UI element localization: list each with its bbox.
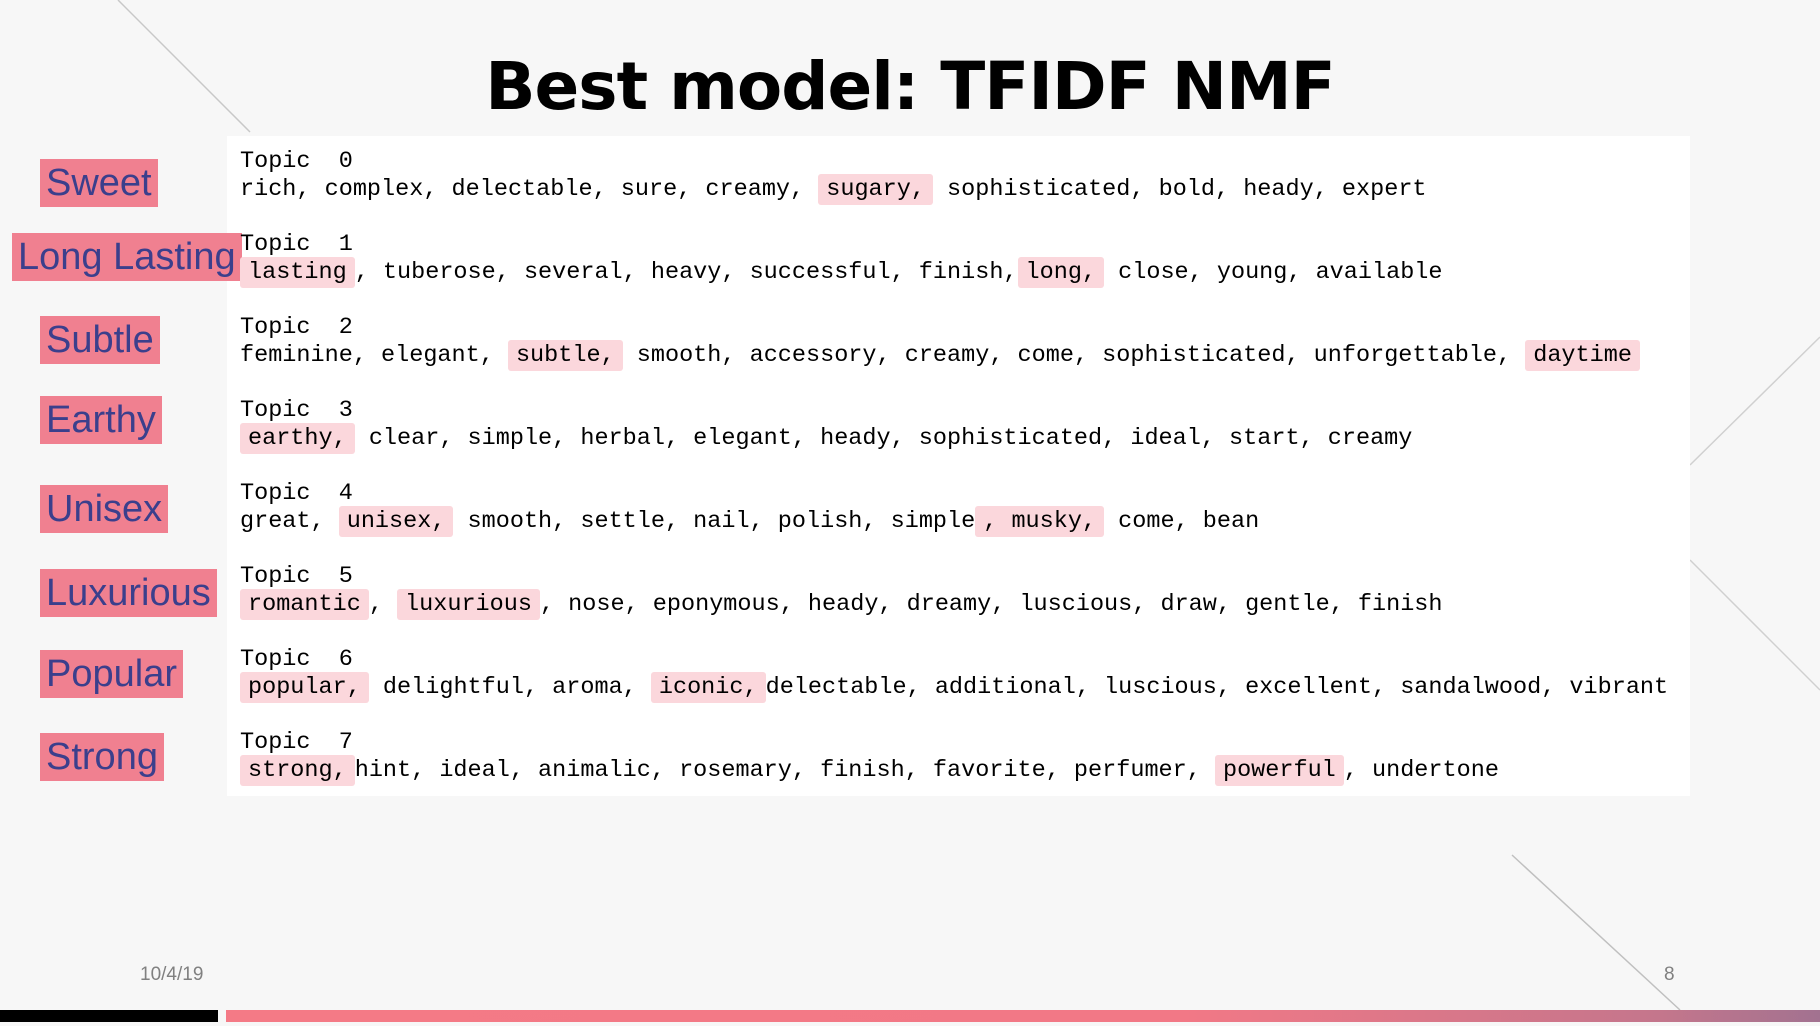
label-unisex: Unisex [40,485,169,533]
keyword-text: creamy, [705,176,819,203]
keyword-text: , undertone [1343,757,1499,784]
label-earthy: Earthy [40,396,162,444]
keyword-text: delectable, [451,176,621,203]
highlighted-keyword: iconic, [650,672,766,703]
label-subtle: Subtle [40,316,160,364]
keyword-text: , tuberose, several, heavy, successful, … [354,259,1018,286]
topic-words: feminine, elegant, subtle, smooth, acces… [240,340,1640,371]
topic-words: earthy, clear, simple, herbal, elegant, … [240,423,1413,454]
topic-block: Topic 5 romantic, luxurious, nose, epony… [240,563,1443,620]
slide-page-number: 8 [1664,964,1675,985]
keyword-text: , [368,591,398,618]
label-luxurious: Luxurious [40,569,217,617]
topic-header: Topic 7 [240,729,353,756]
label-long-lasting: Long Lasting [12,233,242,281]
highlighted-keyword: long, [1017,257,1105,288]
slide-title: Best model: TFIDF NMF [485,48,1336,125]
topic-panel [227,136,1690,796]
topic-words: great, unisex, smooth, settle, nail, pol… [240,506,1260,537]
keyword-text: clear, simple, herbal, elegant, heady, s… [354,425,1413,452]
highlighted-keyword: powerful [1214,755,1344,786]
topic-header: Topic 6 [240,646,353,673]
topic-header: Topic 3 [240,397,353,424]
topic-words: lasting, tuberose, several, heavy, succe… [240,257,1443,288]
topic-header: Topic 1 [240,231,353,258]
topic-header: Topic 2 [240,314,353,341]
keyword-text: come, bean [1104,508,1260,535]
highlighted-keyword: , musky, [975,506,1105,537]
keyword-text: smooth, accessory, creamy, come, sophist… [622,342,1526,369]
label-strong: Strong [40,733,164,781]
label-popular: Popular [40,650,183,698]
keyword-text: delectable, additional, luscious, excell… [765,674,1669,701]
topic-block: Topic 4 great, unisex, smooth, settle, n… [240,480,1260,537]
keyword-text: close, young, available [1104,259,1443,286]
topic-words: romantic, luxurious, nose, eponymous, he… [240,589,1443,620]
keyword-text: feminine, elegant, [240,342,508,369]
keyword-text: sure, [620,176,706,203]
keyword-text: delightful, aroma, [368,674,651,701]
topic-block: Topic 7 strong, hint, ideal, animalic, ro… [240,729,1499,786]
highlighted-keyword: daytime [1525,340,1640,371]
topic-header: Topic 0 [240,148,353,175]
keyword-text: great, [240,508,339,535]
highlighted-keyword: sugary, [818,174,933,205]
topic-block: Topic 0 rich, complex, delectable, sure,… [240,148,1427,205]
keyword-text: , nose, eponymous, heady, dreamy, luscio… [539,591,1443,618]
label-sweet: Sweet [40,159,158,207]
keyword-text: complex, [324,176,452,203]
topic-header: Topic 4 [240,480,353,507]
footer-bar-black [0,1010,218,1022]
keyword-text: rich, [240,176,325,203]
topic-words: strong, hint, ideal, animalic, rosemary, … [240,755,1499,786]
highlighted-keyword: subtle, [507,340,623,371]
topic-block: Topic 6 popular, delightful, aroma, icon… [240,646,1669,703]
highlighted-keyword: luxurious [397,589,540,620]
topic-block: Topic 3 earthy, clear, simple, herbal, e… [240,397,1413,454]
topic-words: popular, delightful, aroma, iconic, delec… [240,672,1669,703]
highlighted-keyword: earthy, [240,423,355,454]
highlighted-keyword: popular, [240,672,369,703]
keyword-text: hint, ideal, animalic, rosemary, finish,… [354,757,1215,784]
highlighted-keyword: unisex, [338,506,454,537]
keyword-text: smooth, settle, nail, polish, simple [453,508,976,535]
topic-block: Topic 1 lasting, tuberose, several, heav… [240,231,1443,288]
highlighted-keyword: romantic [240,589,369,620]
topic-words: rich, complex, delectable, sure, creamy,… [240,174,1427,205]
topic-block: Topic 2 feminine, elegant, subtle, smoot… [240,314,1640,371]
highlighted-keyword: strong, [240,755,355,786]
highlighted-keyword: lasting [240,257,355,288]
slide-date: 10/4/19 [140,964,204,985]
keyword-text: sophisticated, bold, heady, expert [932,176,1427,203]
topic-header: Topic 5 [240,563,353,590]
footer-bar-accent [226,1010,1820,1022]
